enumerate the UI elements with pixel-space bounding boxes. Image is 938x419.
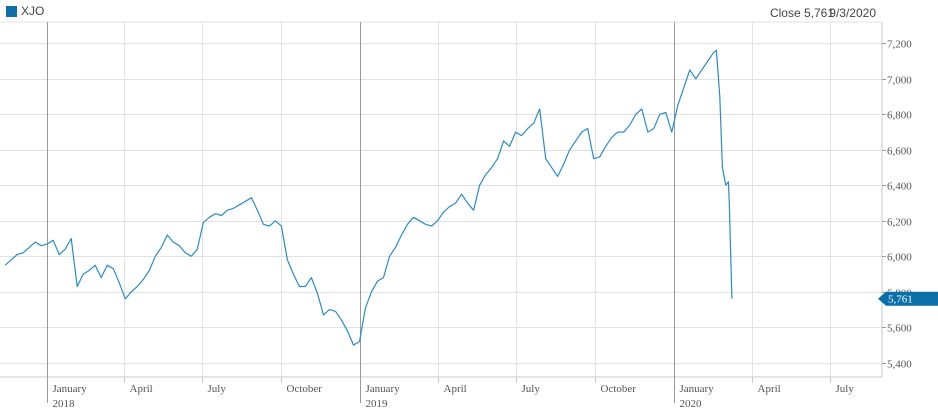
x-tick-year-label: 2018	[53, 398, 76, 410]
series-layer	[4, 49, 733, 346]
x-tick-label: April	[444, 383, 467, 395]
x-tick-label: January	[680, 383, 715, 395]
x-tick-label: January	[53, 383, 88, 395]
close-readout: Close 5,761	[769, 6, 834, 20]
last-price-label: 5,761	[888, 294, 913, 306]
y-tick-label: 6,800	[887, 110, 912, 122]
y-tick-label: 5,600	[887, 323, 912, 335]
legend-label: XJO	[21, 4, 45, 18]
y-tick-label: 6,400	[887, 181, 912, 193]
legend-swatch	[6, 5, 17, 17]
x-tick-label: April	[130, 383, 153, 395]
x-tick-label: July	[836, 383, 855, 395]
last-price-badge	[878, 291, 938, 306]
date-readout: 9/3/2020	[829, 6, 876, 20]
x-tick-year-label: 2019	[366, 398, 389, 410]
y-tick-label: 6,200	[887, 217, 912, 229]
y-axis: 5,4005,6005,8006,0006,2006,4006,6006,800…	[882, 39, 912, 371]
y-tick-label: 5,400	[887, 359, 912, 371]
series-line-xjo	[4, 49, 733, 346]
y-tick-label: 6,600	[887, 146, 912, 158]
grid	[0, 21, 883, 378]
x-axis: January 2018 April July October January 2019 Ap…	[47, 377, 855, 410]
y-tick-label: 6,000	[887, 252, 912, 264]
x-tick-label: October	[601, 383, 637, 395]
x-tick-label: January	[366, 383, 401, 395]
last-price-marker: 5,761	[878, 291, 938, 306]
y-tick-label: 7,000	[887, 75, 912, 87]
y-tick-label: 7,200	[887, 39, 912, 51]
x-tick-label: October	[287, 383, 323, 395]
x-tick-year-label: 2020	[680, 398, 703, 410]
legend: XJO	[6, 4, 44, 18]
x-tick-label: July	[522, 383, 541, 395]
x-tick-label: April	[758, 383, 781, 395]
x-tick-label: July	[208, 383, 227, 395]
